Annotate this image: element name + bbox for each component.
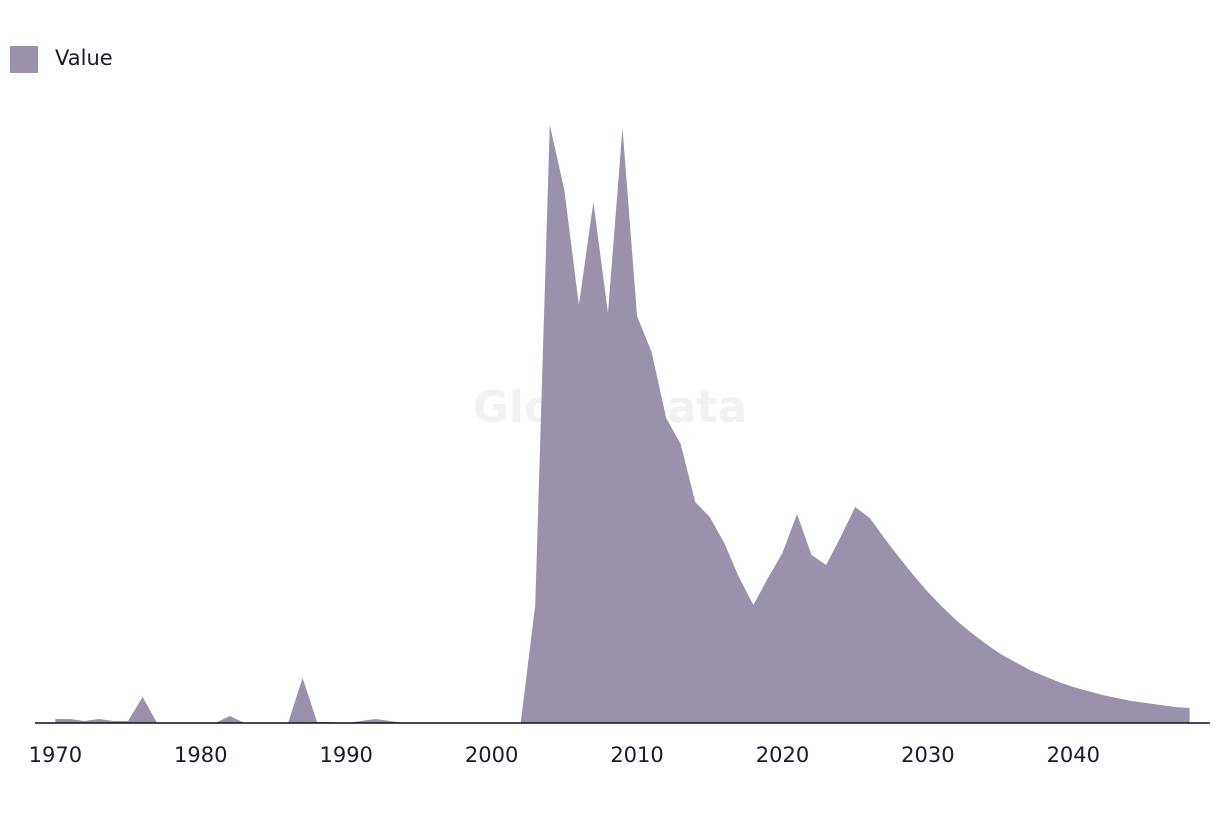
- x-tick-label: 2010: [610, 743, 663, 767]
- legend-label: Value: [55, 46, 113, 70]
- x-tick-label: 1980: [174, 743, 227, 767]
- x-tick-label: 1990: [319, 743, 372, 767]
- area: [55, 125, 1190, 723]
- x-tick-label: 2040: [1047, 743, 1100, 767]
- x-tick-label: 2020: [756, 743, 809, 767]
- legend-swatch: [10, 46, 38, 73]
- x-tick-label: 2000: [465, 743, 518, 767]
- x-tick-label: 2030: [901, 743, 954, 767]
- x-tick-label: 1970: [29, 743, 82, 767]
